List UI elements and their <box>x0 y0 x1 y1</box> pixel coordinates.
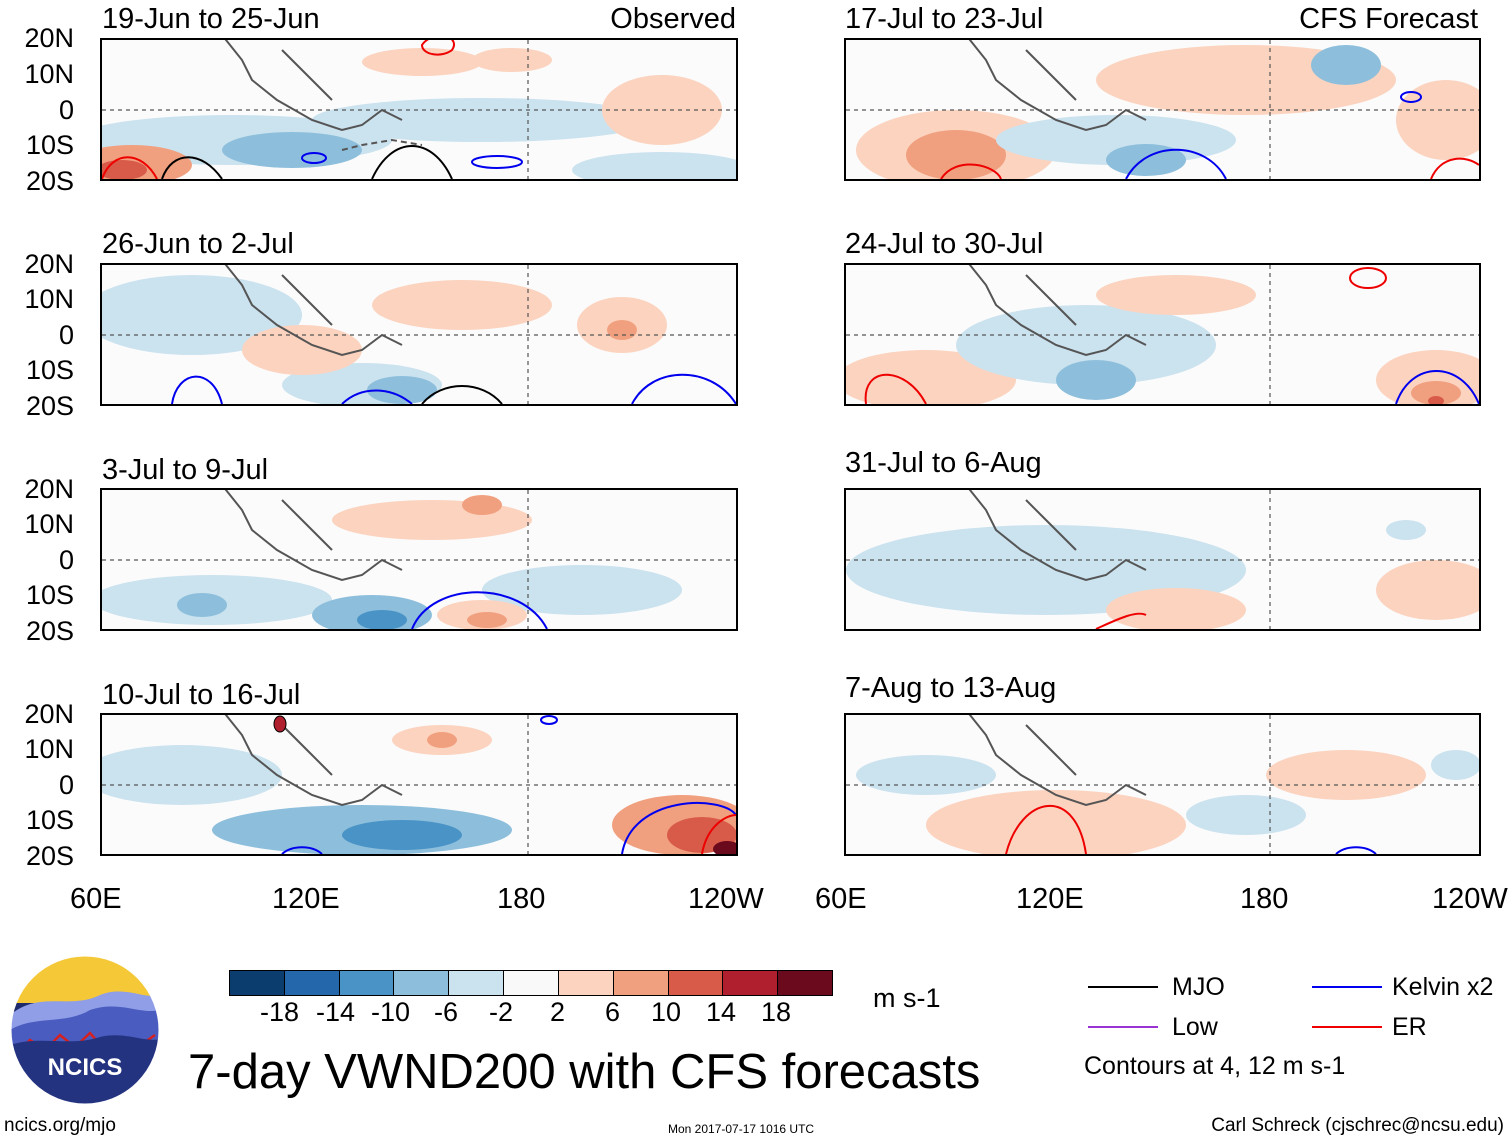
panel-3-title: 3-Jul to 9-Jul <box>102 454 269 486</box>
lat-label: 20S <box>25 841 74 871</box>
legend-label-er: ER <box>1392 1013 1427 1041</box>
map-panel-7 <box>844 488 1481 631</box>
observed-label: Observed <box>610 3 736 35</box>
lat-label: 0 <box>58 320 74 350</box>
lat-label: 20N <box>24 23 74 53</box>
panel-4-title: 10-Jul to 16-Jul <box>102 679 301 711</box>
map-panel-5 <box>844 38 1481 181</box>
lon-label: 60E <box>70 883 122 915</box>
colorbar <box>229 970 833 996</box>
colorbar-label: -6 <box>434 997 459 1027</box>
colorbar-swatch <box>284 971 340 995</box>
lat-label: 20N <box>24 699 74 729</box>
colorbar-label: 2 <box>550 997 566 1027</box>
map-panel-3 <box>100 488 738 631</box>
lon-label: 60E <box>815 883 867 915</box>
colorbar-unit: m s-1 <box>873 983 941 1013</box>
lat-label: 20N <box>24 249 74 279</box>
colorbar-label: 6 <box>605 997 621 1027</box>
lat-label: 20N <box>24 474 74 504</box>
footer-timestamp: Mon 2017-07-17 1016 UTC <box>668 1122 815 1136</box>
colorbar-label: -14 <box>316 997 356 1027</box>
main-title: 7-day VWND200 with CFS forecasts <box>188 1045 981 1099</box>
colorbar-label: 10 <box>651 997 682 1027</box>
colorbar-label: 18 <box>761 997 792 1027</box>
lon-label: 120E <box>272 883 340 915</box>
colorbar-swatch <box>723 971 779 995</box>
colorbar-swatch <box>613 971 669 995</box>
legend-line-low <box>1088 1026 1158 1028</box>
colorbar-swatch <box>668 971 724 995</box>
lat-label: 10S <box>25 130 74 160</box>
panel-5-title: 17-Jul to 23-Jul <box>845 3 1044 35</box>
lat-label: 10N <box>24 284 74 314</box>
panel-8-title: 7-Aug to 13-Aug <box>845 672 1057 704</box>
legend-line-kelvin <box>1312 986 1382 988</box>
colorbar-swatch <box>778 971 832 995</box>
lat-label: 0 <box>58 95 74 125</box>
colorbar-swatch <box>558 971 614 995</box>
colorbar-swatch <box>394 971 450 995</box>
map-panel-8 <box>844 713 1481 856</box>
lon-label: 120W <box>1432 883 1508 915</box>
lat-label: 20S <box>25 166 74 196</box>
legend-line-er <box>1312 1026 1382 1028</box>
map-panel-1 <box>100 38 738 181</box>
colorbar-label: -18 <box>260 997 300 1027</box>
lat-label: 20S <box>25 391 74 421</box>
lon-label: 120W <box>688 883 764 915</box>
cfs-forecast-label: CFS Forecast <box>1299 3 1478 35</box>
legend-line-mjo <box>1088 986 1158 988</box>
map-panel-4 <box>100 713 738 856</box>
lat-label: 10S <box>25 805 74 835</box>
logo-text: NCICS <box>48 1054 123 1081</box>
colorbar-swatch <box>449 971 505 995</box>
ncics-logo: NCICS <box>10 955 160 1105</box>
footer-url[interactable]: ncics.org/mjo <box>4 1115 116 1136</box>
colorbar-label: -10 <box>371 997 411 1027</box>
lat-label: 10N <box>24 734 74 764</box>
lat-label: 0 <box>58 770 74 800</box>
map-panel-2 <box>100 263 738 406</box>
lon-label: 180 <box>497 883 546 915</box>
legend-label-kelvin: Kelvin x2 <box>1392 973 1494 1001</box>
panel-6-title: 24-Jul to 30-Jul <box>845 228 1044 260</box>
lat-label: 10N <box>24 59 74 89</box>
panel-1-title: 19-Jun to 25-Jun <box>102 3 320 35</box>
lat-label: 10S <box>25 580 74 610</box>
lat-label: 0 <box>58 545 74 575</box>
map-panel-6 <box>844 263 1481 406</box>
panel-2-title: 26-Jun to 2-Jul <box>102 228 294 260</box>
lat-label: 10S <box>25 355 74 385</box>
colorbar-swatch <box>504 971 559 995</box>
colorbar-swatch <box>339 971 395 995</box>
lon-label: 180 <box>1240 883 1289 915</box>
lat-label: 10N <box>24 509 74 539</box>
panel-7-title: 31-Jul to 6-Aug <box>845 447 1042 479</box>
contour-note: Contours at 4, 12 m s-1 <box>1084 1052 1346 1080</box>
colorbar-swatch <box>230 971 285 995</box>
lon-label: 120E <box>1016 883 1084 915</box>
footer-author: Carl Schreck (cjschrec@ncsu.edu) <box>1211 1115 1504 1136</box>
colorbar-label: -2 <box>489 997 514 1027</box>
lat-label: 20S <box>25 616 74 646</box>
legend-label-mjo: MJO <box>1172 973 1225 1001</box>
colorbar-label: 14 <box>706 997 737 1027</box>
legend-label-low: Low <box>1172 1013 1218 1041</box>
